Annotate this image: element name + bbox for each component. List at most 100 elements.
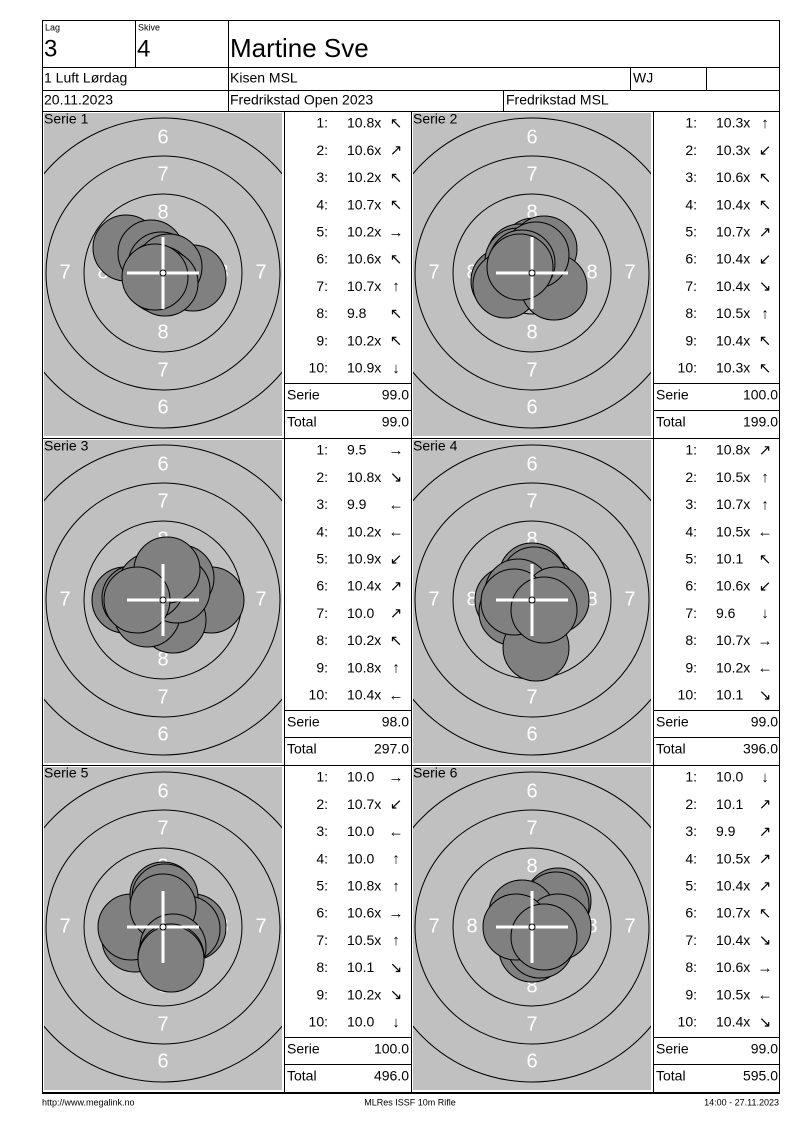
ring-number: 8 [526, 528, 537, 550]
ring [413, 771, 651, 1083]
ring [44, 444, 282, 756]
shot-score: 10.0 [347, 769, 374, 785]
shot-score: 10.6x [716, 169, 750, 185]
shot-number: 5: [685, 551, 697, 567]
ring-number: 8 [586, 261, 597, 283]
shot-direction: ↘ [759, 687, 772, 704]
shot-score: 10.4x [716, 932, 750, 948]
ring-number: 7 [255, 261, 266, 283]
ring [452, 193, 612, 353]
shot-number: 2: [685, 469, 697, 485]
ring [413, 444, 651, 756]
cross-centre [528, 923, 536, 931]
shot-hole [137, 925, 205, 993]
shot-score: 10.2x [347, 986, 381, 1002]
serie-sum: 100.0 [743, 387, 778, 403]
ring-number: 6 [526, 780, 537, 802]
ring-number: 7 [428, 261, 439, 283]
shot-direction: ↘ [390, 987, 403, 1004]
shot-number: 1: [316, 769, 328, 785]
shot-number: 5: [316, 878, 328, 894]
shot-number: 7: [685, 605, 697, 621]
shot-number: 4: [316, 196, 328, 212]
total-sum: 396.0 [743, 741, 778, 757]
shot-number: 4: [685, 196, 697, 212]
ring-number: 7 [157, 686, 168, 708]
shot-direction: ↘ [390, 469, 403, 486]
ring-number: 6 [157, 1050, 168, 1072]
shot-number: 3: [316, 169, 328, 185]
shot-number: 9: [685, 986, 697, 1002]
shot-score: 10.2x [716, 659, 750, 675]
ring [83, 847, 243, 1007]
shot-direction: ↑ [392, 932, 400, 949]
shot-score: 9.9 [347, 496, 367, 512]
ring-number: 7 [59, 588, 70, 610]
shot-direction: ↖ [759, 905, 772, 922]
shot-direction: ↖ [390, 115, 403, 132]
shot-number: 6: [685, 578, 697, 594]
shot-direction: ↗ [390, 605, 403, 622]
shot-number: 3: [685, 496, 697, 512]
shot-score: 10.3x [716, 360, 750, 376]
shot-score: 10.8x [347, 115, 381, 131]
shot-score: 10.4x [716, 1014, 750, 1030]
shot-number: 9: [316, 986, 328, 1002]
ring [414, 809, 650, 1045]
skive: 4 [137, 35, 150, 62]
total-label: Total [656, 414, 686, 430]
shot-number: 8: [316, 632, 328, 648]
ring-number: 8 [586, 915, 597, 937]
ring-number: 7 [526, 163, 537, 185]
shot-score: 10.7x [347, 278, 381, 294]
serie-sum: 99.0 [751, 714, 778, 730]
ring [45, 809, 281, 1045]
shot-direction: ↗ [390, 142, 403, 159]
ring-number: 7 [624, 915, 635, 937]
shot-direction: ↗ [759, 442, 772, 459]
serie-sum: 100.0 [374, 1041, 409, 1057]
shot-number: 7: [316, 605, 328, 621]
footer-right: 14:00 - 27.11.2023 [704, 1097, 779, 1107]
competition: Fredrikstad Open 2023 [230, 92, 373, 108]
ring-number: 7 [157, 817, 168, 839]
ring-number: 6 [157, 723, 168, 745]
ring-number: 6 [157, 396, 168, 418]
shot-hole [510, 576, 578, 644]
shot-number: 5: [316, 551, 328, 567]
ring [45, 482, 281, 718]
shot-direction: ↑ [392, 660, 400, 677]
ring-number: 8 [466, 915, 477, 937]
shot-number: 8: [685, 632, 697, 648]
shot-score: 10.7x [347, 196, 381, 212]
shot-number: 7: [685, 278, 697, 294]
ring-number: 7 [255, 588, 266, 610]
shot-direction: ↑ [761, 305, 769, 322]
shot-number: 9: [685, 332, 697, 348]
cross-centre [528, 269, 536, 277]
shot-score: 9.6 [716, 605, 736, 621]
ring-number: 8 [157, 201, 168, 223]
ring [414, 155, 650, 391]
series-title: Serie 5 [44, 765, 89, 781]
cross-centre [528, 596, 536, 604]
shot-hole [510, 903, 578, 971]
shot-score: 10.5x [347, 932, 381, 948]
shot-number: 6: [316, 905, 328, 921]
shot-direction: ↙ [759, 251, 772, 268]
ring-number: 6 [157, 453, 168, 475]
class: WJ [633, 70, 653, 86]
shot-score: 10.5x [716, 305, 750, 321]
shot-score: 10.6x [347, 142, 381, 158]
shot-number: 8: [316, 305, 328, 321]
ring-number: 8 [157, 648, 168, 670]
shot-number: 5: [316, 224, 328, 240]
ring-number: 7 [157, 359, 168, 381]
shot-number: 10: [678, 1014, 697, 1030]
shot-score: 10.0 [347, 823, 374, 839]
serie-sum: 99.0 [382, 387, 409, 403]
ring-number: 7 [157, 163, 168, 185]
